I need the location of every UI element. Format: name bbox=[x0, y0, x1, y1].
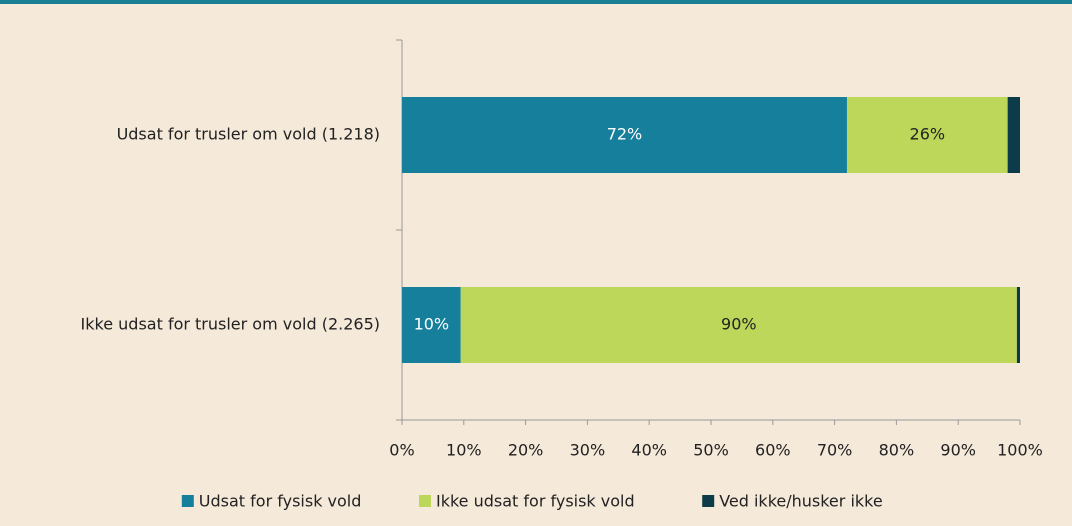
bar-segment bbox=[402, 287, 461, 363]
top-rule bbox=[0, 0, 1072, 4]
x-tick-label: 0% bbox=[389, 441, 414, 460]
bar-segment bbox=[1016, 287, 1020, 363]
x-tick-label: 20% bbox=[508, 441, 544, 460]
x-tick-label: 100% bbox=[997, 441, 1043, 460]
x-tick-label: 70% bbox=[817, 441, 853, 460]
x-tick-label: 10% bbox=[446, 441, 482, 460]
x-tick-label: 60% bbox=[755, 441, 791, 460]
x-tick-label: 50% bbox=[693, 441, 729, 460]
x-tick-label: 30% bbox=[570, 441, 606, 460]
data-label: 72% bbox=[607, 125, 643, 144]
data-label: 26% bbox=[910, 125, 946, 144]
legend-label: Udsat for fysisk vold bbox=[199, 492, 362, 511]
x-tick-label: 90% bbox=[940, 441, 976, 460]
legend-swatch bbox=[181, 495, 194, 507]
bar-segment bbox=[402, 97, 847, 173]
bar-segment bbox=[1007, 97, 1020, 173]
y-tick-label: Ikke udsat for trusler om vold (2.265) bbox=[81, 315, 380, 334]
x-tick-label: 40% bbox=[631, 441, 667, 460]
data-label: 90% bbox=[721, 315, 757, 334]
legend-swatch bbox=[419, 495, 431, 507]
legend-label: Ikke udsat for fysisk vold bbox=[436, 492, 635, 511]
y-tick-label: Udsat for trusler om vold (1.218) bbox=[117, 125, 380, 144]
bar-segment bbox=[846, 97, 1008, 173]
x-tick-label: 80% bbox=[879, 441, 915, 460]
data-label: 10% bbox=[414, 315, 450, 334]
bar-segment bbox=[460, 287, 1017, 363]
legend-swatch bbox=[702, 495, 715, 507]
legend-label: Ved ikke/husker ikke bbox=[719, 492, 883, 511]
